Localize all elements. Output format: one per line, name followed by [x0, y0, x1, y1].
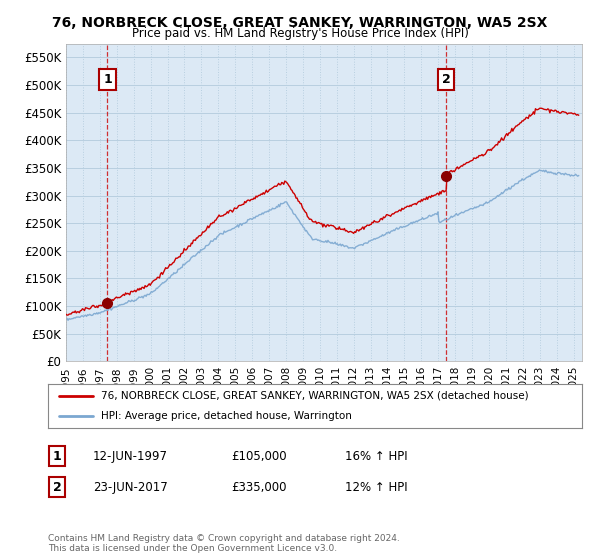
Text: 12-JUN-1997: 12-JUN-1997: [93, 450, 168, 463]
Text: 12% ↑ HPI: 12% ↑ HPI: [345, 480, 407, 494]
Text: HPI: Average price, detached house, Warrington: HPI: Average price, detached house, Warr…: [101, 411, 352, 421]
Text: 16% ↑ HPI: 16% ↑ HPI: [345, 450, 407, 463]
Text: 76, NORBRECK CLOSE, GREAT SANKEY, WARRINGTON, WA5 2SX (detached house): 76, NORBRECK CLOSE, GREAT SANKEY, WARRIN…: [101, 391, 529, 401]
Text: £105,000: £105,000: [231, 450, 287, 463]
Text: 2: 2: [53, 480, 61, 494]
Text: 1: 1: [103, 73, 112, 86]
Text: Contains HM Land Registry data © Crown copyright and database right 2024.
This d: Contains HM Land Registry data © Crown c…: [48, 534, 400, 553]
Text: 1: 1: [53, 450, 61, 463]
Text: £335,000: £335,000: [231, 480, 287, 494]
Text: Price paid vs. HM Land Registry's House Price Index (HPI): Price paid vs. HM Land Registry's House …: [131, 27, 469, 40]
Text: 23-JUN-2017: 23-JUN-2017: [93, 480, 168, 494]
Text: 2: 2: [442, 73, 451, 86]
Text: 76, NORBRECK CLOSE, GREAT SANKEY, WARRINGTON, WA5 2SX: 76, NORBRECK CLOSE, GREAT SANKEY, WARRIN…: [52, 16, 548, 30]
